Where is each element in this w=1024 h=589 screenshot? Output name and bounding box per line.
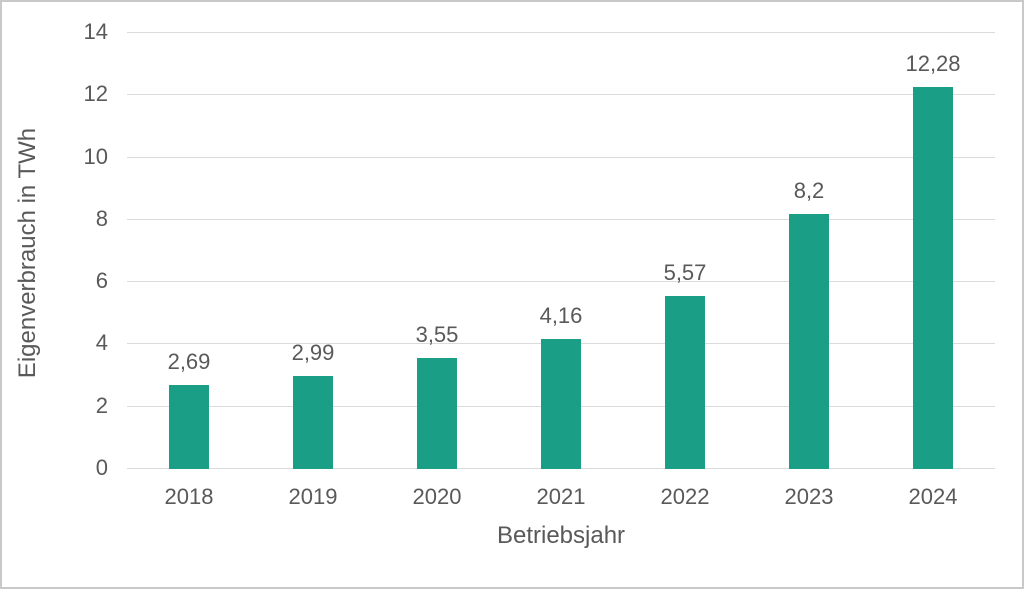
y-tick-label: 8 [95, 205, 108, 231]
gridline [127, 156, 995, 158]
x-axis-tick-labels: 2018 2019 2020 2021 2022 2023 2024 [127, 484, 995, 512]
bar-value-label: 3,55 [415, 322, 459, 348]
bar-value-label: 2,99 [291, 339, 335, 365]
y-tick-label: 0 [95, 455, 108, 480]
gridline [127, 281, 995, 283]
plot-area: 2,69 2,99 3,55 4,16 5,57 8,2 12,28 [127, 32, 995, 469]
bar-2021 [541, 339, 581, 469]
y-tick-label: 4 [95, 330, 108, 356]
y-tick-label: 6 [95, 268, 108, 294]
bar-value-label: 5,57 [663, 259, 707, 285]
y-tick-label: 2 [95, 392, 108, 418]
bar-2022 [665, 295, 705, 469]
bar-value-label: 2,69 [167, 349, 211, 375]
gridline [127, 218, 995, 220]
gridline [127, 32, 995, 33]
y-axis-tick-labels: 0 2 4 6 8 10 12 14 [2, 21, 108, 479]
bar-2024 [913, 86, 953, 469]
bar-value-label: 8,2 [793, 177, 825, 203]
x-tick-label: 2020 [412, 484, 462, 509]
x-axis-title: Betriebsjahr [496, 522, 626, 549]
gridline [127, 94, 995, 96]
bar-value-label: 12,28 [905, 50, 961, 76]
bar-2023 [789, 213, 829, 469]
bar-value-label: 4,16 [539, 303, 583, 329]
y-tick-label: 14 [83, 19, 108, 44]
x-tick-label: 2024 [908, 484, 958, 509]
x-tick-label: 2023 [784, 484, 834, 509]
bar-2019 [293, 375, 333, 469]
x-tick-label: 2019 [288, 484, 338, 509]
x-tick-label: 2021 [536, 484, 586, 509]
bar-2020 [417, 358, 457, 469]
y-tick-label: 12 [83, 81, 108, 107]
bar-2018 [169, 385, 209, 469]
x-tick-label: 2022 [660, 484, 710, 509]
x-tick-label: 2018 [164, 484, 214, 509]
y-tick-label: 10 [83, 143, 108, 169]
